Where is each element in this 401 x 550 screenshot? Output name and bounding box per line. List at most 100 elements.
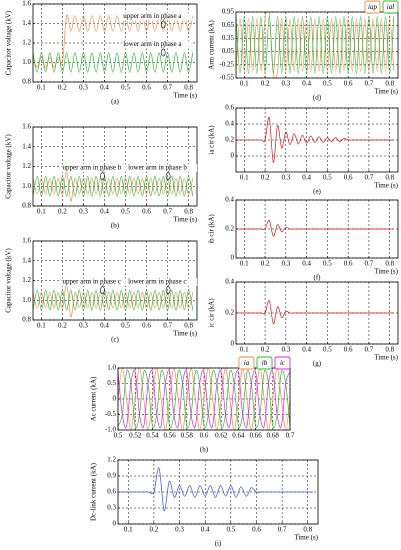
x-tick-label: 0.7 — [286, 432, 295, 440]
x-tick-label: 0.5 — [121, 208, 130, 216]
y-tick-label: 0.8 — [22, 202, 31, 210]
x-tick-label: 0.5 — [323, 80, 332, 88]
y-axis-label: Capacitor voltage (kV) — [5, 10, 13, 75]
annotation: upper arm in phase c — [63, 278, 121, 286]
x-tick-label: 0.2 — [58, 208, 67, 216]
x-tick-label: 0.4 — [302, 346, 311, 354]
y-tick-label: 1.0 — [22, 296, 31, 304]
x-tick-label: 0.58 — [181, 432, 194, 440]
annotation-bg — [127, 164, 198, 173]
legend-box — [238, 356, 255, 370]
y-tick-label: 0.2 — [225, 309, 234, 317]
y-tick-label: -0.25 — [219, 60, 234, 68]
y-tick-label: 0.2 — [225, 136, 234, 144]
plot-frame — [235, 281, 399, 345]
series-line — [118, 370, 290, 428]
x-tick-label: 0.3 — [79, 208, 88, 216]
legend-box — [382, 0, 399, 14]
x-axis-label: Time (s) — [374, 88, 398, 96]
y-tick-label: 1.0 — [107, 364, 116, 372]
x-tick-label: 0.7 — [365, 346, 374, 354]
y-tick-label: 0.9 — [107, 472, 116, 480]
annotation-arrow — [167, 282, 171, 287]
x-tick-label: 0.2 — [261, 80, 270, 88]
legend-label: ic — [280, 359, 286, 367]
panel-label: (i) — [215, 540, 222, 548]
x-tick-label: 0.4 — [302, 260, 311, 268]
x-tick-label: 0.6 — [142, 208, 151, 216]
y-tick-label: 1.6 — [22, 123, 31, 131]
x-axis-label: Time (s) — [374, 182, 398, 190]
x-tick-label: 0.52 — [129, 432, 142, 440]
panel-label: (e) — [313, 188, 321, 196]
y-tick-label: 0.8 — [22, 78, 31, 86]
series-line — [236, 300, 394, 325]
x-tick-label: 0.7 — [365, 80, 374, 88]
panel: 0 0.3 0.6 0.9 1.2 0.1 0.2 0.3 0.4 0.5 0.6 0.7 0.8 Dc-… — [90, 456, 319, 548]
y-tick-label: 1.0 — [22, 58, 31, 66]
x-tick-label: 0.1 — [240, 174, 249, 182]
annotation: upper arm in phase a — [123, 12, 182, 20]
panel-label: (h) — [200, 446, 209, 454]
series-line — [236, 16, 395, 74]
y-tick-label: -0.5 — [105, 410, 117, 418]
y-axis-label: Ac current (kA) — [90, 376, 98, 421]
annotation-arrow — [167, 168, 171, 173]
y-tick-label: 1.2 — [22, 162, 31, 170]
panel-label: (f) — [314, 274, 322, 282]
annotation-marker — [100, 286, 105, 294]
annotation: upper arm in phase b — [63, 164, 122, 172]
x-tick-label: 0.1 — [240, 346, 249, 354]
annotation-bg — [122, 40, 193, 49]
y-tick-label: -1.0 — [105, 426, 117, 434]
y-tick-label: -0.55 — [219, 74, 234, 82]
series-line — [118, 370, 290, 428]
x-tick-label: 0.54 — [146, 432, 159, 440]
plot-frame — [235, 11, 399, 79]
legend-box — [274, 356, 291, 370]
x-tick-label: 0.6 — [142, 84, 151, 92]
x-tick-label: 0.1 — [240, 260, 249, 268]
x-tick-label: 0.8 — [385, 80, 394, 88]
x-tick-label: 0.3 — [175, 526, 184, 534]
x-tick-label: 0.8 — [385, 260, 394, 268]
y-axis-label: ic cir (kA) — [208, 298, 216, 328]
x-tick-label: 0.6 — [200, 432, 209, 440]
x-tick-label: 0.2 — [150, 526, 159, 534]
panel-label: (c) — [111, 336, 119, 344]
x-axis-label: Time (s) — [173, 216, 197, 224]
series-line — [236, 219, 394, 237]
panel-label: (g) — [313, 360, 322, 368]
plot-frame — [117, 367, 291, 431]
panel: 0 0.2 0.4 0.1 0.2 0.3 0.4 0.5 0.6 0.7 0.8 ic cir (k… — [208, 278, 399, 368]
y-axis-label: Capacitor voltage (kV) — [5, 248, 13, 313]
series-line — [33, 283, 194, 318]
panel-label: (a) — [111, 98, 119, 106]
x-tick-label: 0.2 — [261, 346, 270, 354]
x-tick-label: 0.1 — [37, 322, 46, 330]
y-tick-label: 1.4 — [22, 19, 31, 27]
y-tick-label: 1.6 — [22, 237, 31, 245]
panel: -1.0 -0.5 0 0.5 1.0 0.5 0.52 0.54 0.56 0.58 0.6 0.6… — [90, 356, 295, 454]
series-line — [236, 12, 395, 78]
x-tick-label: 0.5 — [121, 322, 130, 330]
x-tick-label: 0.4 — [302, 80, 311, 88]
x-tick-label: 0.6 — [344, 260, 353, 268]
y-axis-label: ia cir (kA) — [208, 125, 216, 155]
panel-label: (b) — [111, 222, 120, 230]
y-tick-label: 0.95 — [222, 8, 235, 16]
y-tick-label: 0 — [113, 520, 117, 528]
annotation-bg — [127, 278, 198, 287]
y-tick-label: 0.2 — [225, 225, 234, 233]
x-axis-label: Time (s) — [173, 92, 197, 100]
x-axis-label: Time (s) — [294, 534, 318, 542]
x-tick-label: 0.1 — [37, 84, 46, 92]
x-tick-label: 0.2 — [261, 174, 270, 182]
legend-box — [256, 356, 273, 370]
series-line — [118, 368, 290, 430]
y-tick-label: 0.05 — [222, 47, 235, 55]
panel: 0.8 1.0 1.2 1.4 1.6 0.1 0.2 0.3 0.4 0.5 0.6 0.7 0.8 C… — [5, 237, 198, 344]
y-tick-label: 1.4 — [22, 142, 31, 150]
y-axis-label: ib cir (kA) — [208, 214, 216, 244]
